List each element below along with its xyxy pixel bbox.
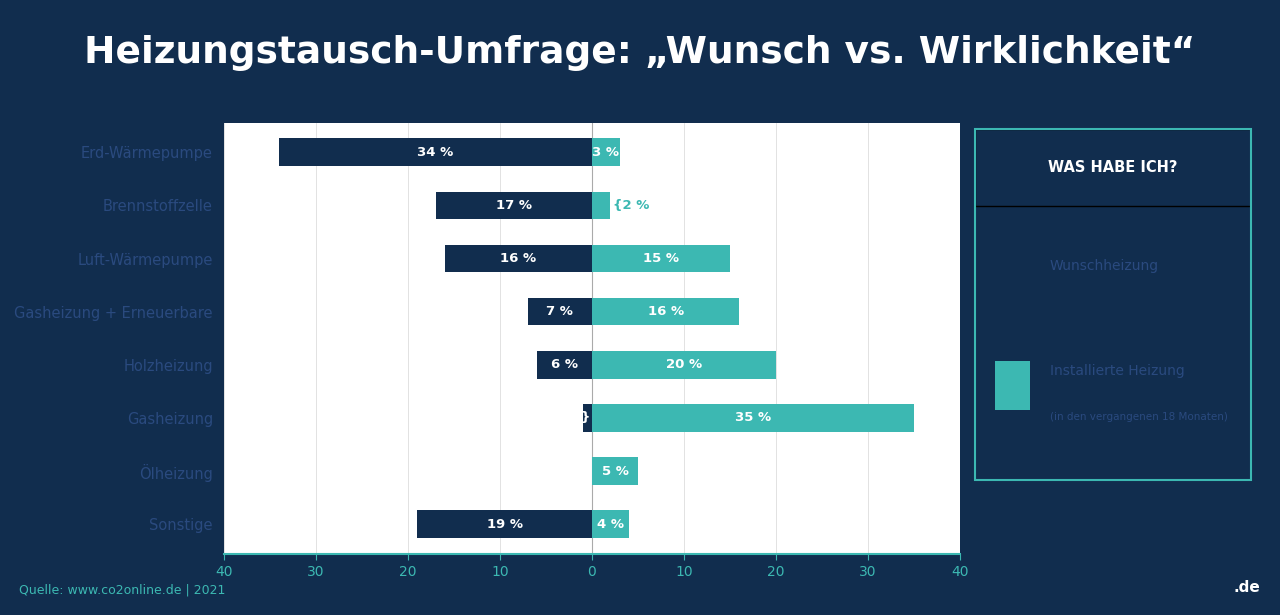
Text: 6 %: 6 % (550, 359, 577, 371)
Text: 16 %: 16 % (500, 252, 536, 265)
Text: Heizungstausch-Umfrage: „Wunsch vs. Wirklichkeit“: Heizungstausch-Umfrage: „Wunsch vs. Wirk… (84, 35, 1196, 71)
Text: 4 %: 4 % (596, 518, 623, 531)
Text: 19 %: 19 % (486, 518, 522, 531)
Bar (995, 241, 1030, 290)
Text: Quelle: www.co2online.de | 2021: Quelle: www.co2online.de | 2021 (19, 584, 225, 597)
Text: Wunschheizung: Wunschheizung (1050, 259, 1158, 273)
Text: 35 %: 35 % (735, 411, 771, 424)
Bar (591, 510, 628, 538)
Bar (591, 404, 914, 432)
Bar (417, 510, 591, 538)
Bar (582, 404, 591, 432)
Text: 16 %: 16 % (648, 305, 684, 318)
Text: Installierte Heizung: Installierte Heizung (1050, 364, 1184, 378)
Text: schwarzer: schwarzer (1135, 585, 1222, 600)
Bar (591, 191, 611, 219)
Text: 15 %: 15 % (643, 252, 678, 265)
FancyBboxPatch shape (975, 129, 1251, 206)
Text: 5 %: 5 % (602, 464, 628, 478)
Text: 1 %}: 1 %} (554, 411, 590, 424)
Text: 3 %: 3 % (593, 146, 620, 159)
Bar (591, 351, 776, 379)
Bar (591, 138, 620, 166)
Text: (in den vergangenen 18 Monaten): (in den vergangenen 18 Monaten) (1050, 411, 1228, 422)
Bar (591, 245, 730, 272)
Text: .de: .de (1234, 579, 1260, 595)
Text: 34 %: 34 % (417, 146, 453, 159)
Bar (591, 458, 637, 485)
Text: 17 %: 17 % (495, 199, 531, 212)
Bar (435, 191, 591, 219)
Bar (279, 138, 591, 166)
Bar (995, 360, 1030, 410)
Bar (591, 298, 740, 325)
Bar (527, 298, 591, 325)
Text: WAS HABE ICH?: WAS HABE ICH? (1048, 161, 1178, 175)
Bar (445, 245, 591, 272)
Text: 20 %: 20 % (666, 359, 701, 371)
Bar (536, 351, 591, 379)
Text: 7 %: 7 % (547, 305, 573, 318)
Text: {2 %: {2 % (613, 199, 649, 212)
